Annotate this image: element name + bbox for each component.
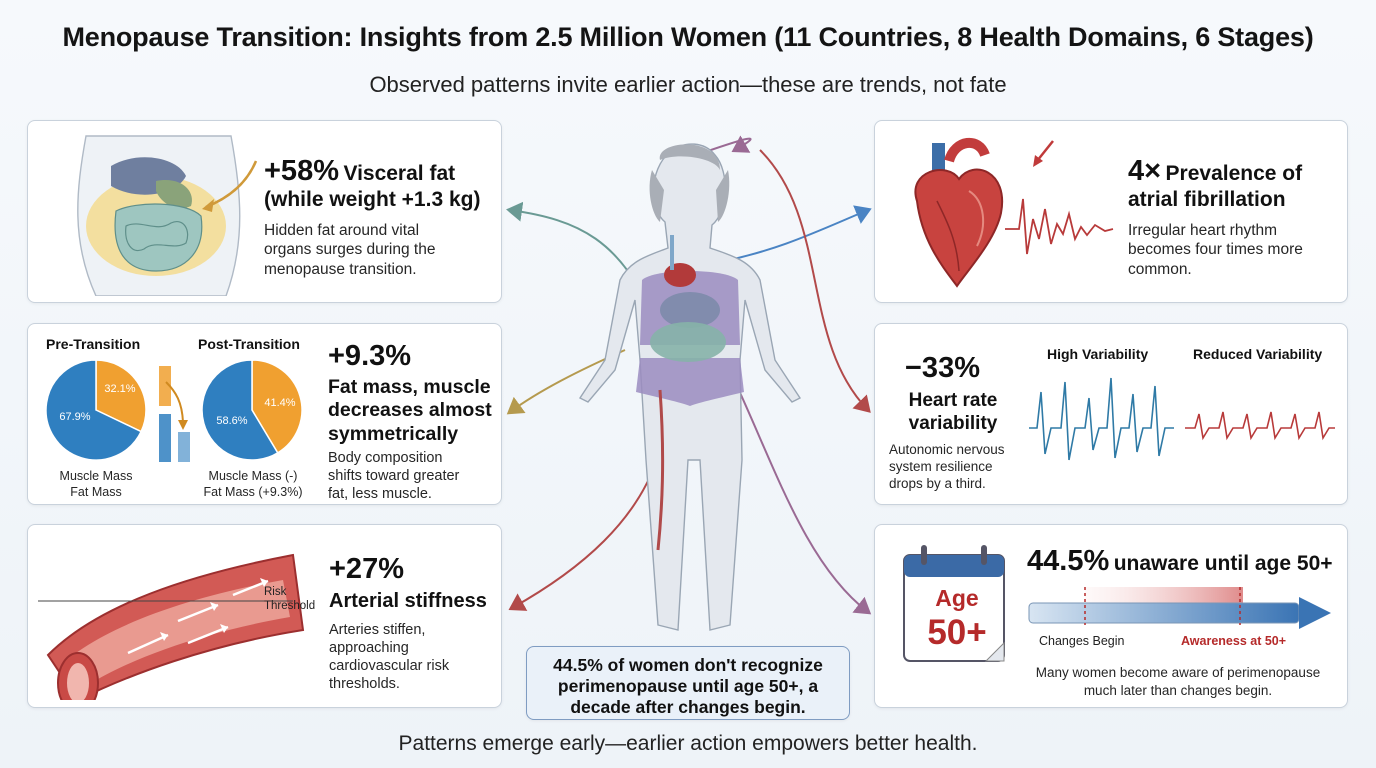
pointer-arrow-icon xyxy=(202,160,258,212)
center-line1: of women don't recognize xyxy=(607,655,823,675)
arrow-to-hrv xyxy=(759,149,871,413)
calendar-fifty: 50+ xyxy=(927,613,987,652)
awareness-timeline xyxy=(1028,587,1331,629)
hrv-card: −33% Heart rate variability Autonomic ne… xyxy=(874,323,1348,505)
awareness-head: unaware until age 50+ xyxy=(1113,552,1333,575)
afib-subhead: atrial fibrillation xyxy=(1128,188,1286,211)
center-line2: perimenopause until age 50+, a xyxy=(557,676,819,696)
body-comp-stat: +9.3% xyxy=(328,340,412,372)
afib-head: Prevalence of xyxy=(1165,162,1303,185)
shift-arrow-icon xyxy=(159,366,190,462)
center-line3: decade after changes begin. xyxy=(570,697,806,717)
pre-transition-title: Pre-Transition xyxy=(46,336,141,352)
arterial-head: Arterial stiffness xyxy=(329,590,487,612)
reduced-variability-waveform xyxy=(1185,411,1335,441)
artery-illustration xyxy=(38,553,305,700)
awareness-stat: 44.5% xyxy=(1027,545,1110,577)
post-transition-title: Post-Transition xyxy=(198,336,300,352)
arrow-to-afib xyxy=(719,205,872,263)
post-legend: Muscle Mass (-) Fat Mass (+9.3%) xyxy=(203,469,303,500)
afib-card: 4× Prevalence of atrial fibrillation Irr… xyxy=(874,120,1348,303)
pre-pie-fat-slice xyxy=(95,359,147,433)
hrv-stat: −33% xyxy=(905,352,980,384)
visceral-desc: Hidden fat around vital organs surges du… xyxy=(264,222,436,278)
body-figure xyxy=(578,143,802,631)
post-transition-pie: 58.6% 41.4% xyxy=(201,359,303,461)
page-footer: Patterns emerge early—earlier action emp… xyxy=(398,732,978,755)
page-subtitle: Observed patterns invite earlier action—… xyxy=(369,72,1007,97)
hrv-head: Heart rate variability xyxy=(908,390,998,434)
visceral-head: Visceral fat xyxy=(343,162,456,185)
high-variability-waveform xyxy=(1029,377,1174,461)
arterial-desc: Arteries stiffen, approaching cardiovasc… xyxy=(329,622,450,693)
arrow-top-loop xyxy=(704,135,752,153)
afib-stat: 4× xyxy=(1128,155,1162,187)
post-muscle-label: 58.6% xyxy=(216,415,247,427)
visceral-subhead: (while weight +1.3 kg) xyxy=(264,188,481,211)
reduced-variability-label: Reduced Variability xyxy=(1193,346,1323,362)
post-pie-muscle-slice xyxy=(201,359,279,461)
arterial-stiffness-card: Risk Threshold +27% Arterial stiffness A… xyxy=(27,524,502,708)
pre-transition-pie: 67.9% 32.1% xyxy=(45,359,147,461)
visceral-stat: +58% xyxy=(264,155,339,187)
body-comp-head: Fat mass, muscle decreases almost symmet… xyxy=(328,376,492,445)
awareness-fifty-label: Awareness at 50+ xyxy=(1181,634,1287,648)
body-composition-card: Pre-Transition Post-Transition 67.9% 32.… xyxy=(27,323,502,505)
high-variability-label: High Variability xyxy=(1047,346,1149,362)
awareness-desc: Many women become aware of perimenopause… xyxy=(1035,665,1321,698)
calendar-age: Age xyxy=(935,585,979,611)
heart-illustration xyxy=(914,137,1004,288)
post-fat-label: 41.4% xyxy=(264,397,295,409)
calendar-icon xyxy=(903,545,1005,662)
pre-muscle-label: 67.9% xyxy=(59,411,90,423)
ecg-trace xyxy=(1005,140,1114,255)
pre-pie-muscle-slice xyxy=(45,359,143,461)
awareness-card: Age 50+ 44.5% unaware until age 50+ Chan… xyxy=(874,524,1348,708)
center-callout-box: 44.5% of women don't recognize perimenop… xyxy=(526,646,850,720)
pre-legend: Muscle Mass Fat Mass xyxy=(59,469,133,500)
visceral-fat-card: +58% Visceral fat (while weight +1.3 kg)… xyxy=(27,120,502,303)
risk-threshold-label: Risk Threshold xyxy=(264,586,316,612)
pre-fat-label: 32.1% xyxy=(104,383,135,395)
arterial-stat: +27% xyxy=(329,553,404,585)
center-stat: 44.5% xyxy=(553,655,603,675)
page-title: Menopause Transition: Insights from 2.5 … xyxy=(62,22,1314,52)
body-comp-desc: Body composition shifts toward greater f… xyxy=(328,450,460,503)
afib-desc: Irregular heart rhythm becomes four time… xyxy=(1128,222,1303,278)
abdomen-illustration xyxy=(77,135,241,296)
hrv-desc: Autonomic nervous system resilience drop… xyxy=(889,442,1005,491)
changes-begin-label: Changes Begin xyxy=(1039,634,1125,648)
